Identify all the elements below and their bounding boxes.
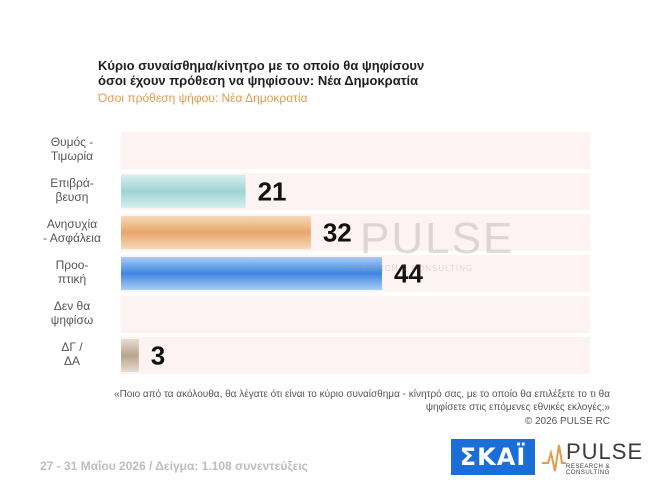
bar-value-label: 44 [394, 259, 423, 289]
bar-value-label: 21 [258, 177, 287, 207]
question-footnote: «Ποιο από τα ακόλουθα, θα λέγατε ότι είν… [114, 389, 610, 413]
bar [121, 216, 311, 249]
category-label: Προο-πτική [56, 258, 89, 286]
chart-subtitle: Όσοι πρόθεση ψήφου: Νέα Δημοκρατία [98, 91, 308, 105]
bar-value-label: 32 [323, 218, 352, 248]
row-band [121, 296, 590, 333]
category-label: Επιβρά-βευση [50, 176, 94, 204]
category-label: Ανησυχία - Ασφάλεια [43, 217, 101, 245]
bar-value-label: 3 [151, 341, 165, 371]
copyright-note: © 2026 PULSE RC [524, 416, 610, 427]
bar [121, 175, 246, 208]
bar [121, 339, 139, 372]
chart-title-line2: όσοι έχουν πρόθεση να ψηφίσουν: Νέα Δημο… [98, 73, 419, 88]
row-band [121, 132, 590, 169]
pulse-logo-sub: RESEARCH & CONSULTING [566, 464, 611, 476]
bar [121, 257, 382, 290]
category-label: ΔΓ / ΔΑ [61, 340, 83, 368]
category-label: Δεν θα ψηφίσω [51, 299, 93, 327]
pulse-heartbeat-icon [542, 444, 566, 472]
pulse-logo-word: PULSE [566, 439, 644, 464]
skai-logo: ΣΚΑΪ [451, 439, 535, 475]
pulse-logo: PULSE RESEARCH & CONSULTING [542, 437, 642, 477]
category-label: Θυμός -Τιμωρία [51, 135, 94, 163]
sample-info: 27 - 31 Μαΐου 2026 / Δείγμα: 1.108 συνεν… [40, 459, 308, 473]
chart-title: Κύριο συναίσθημα/κίνητρο με το οποίο θα … [98, 58, 518, 88]
row-band [121, 337, 590, 374]
chart-title-line1: Κύριο συναίσθημα/κίνητρο με το οποίο θα … [98, 58, 425, 73]
